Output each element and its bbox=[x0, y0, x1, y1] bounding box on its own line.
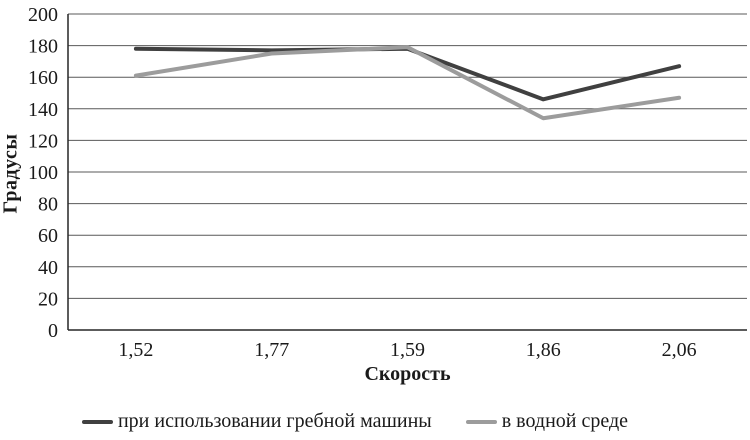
y-tick-label: 140 bbox=[28, 99, 58, 121]
y-axis-title: Градусы bbox=[0, 133, 22, 214]
y-tick-label: 180 bbox=[28, 36, 58, 58]
y-tick-label: 200 bbox=[28, 4, 58, 26]
legend-label: в водной среде bbox=[501, 410, 629, 432]
x-tick-label: 1,59 bbox=[390, 339, 425, 361]
x-axis-title: Скорость bbox=[364, 363, 451, 385]
legend: при использовании гребной машины в водно… bbox=[0, 410, 710, 433]
legend-swatch-line-icon bbox=[465, 419, 497, 424]
series-line-1 bbox=[133, 45, 682, 121]
x-tick-label: 1,52 bbox=[118, 339, 153, 361]
y-tick-label: 100 bbox=[28, 162, 58, 184]
y-tick-label: 40 bbox=[38, 257, 58, 279]
plot-area: 0 20 40 60 80 100 120 140 160 180 200 1,52 1,77 1,59 1… bbox=[28, 4, 747, 361]
y-tick-label: 60 bbox=[38, 225, 58, 247]
series-line-0 bbox=[133, 46, 682, 102]
y-tick-label: 120 bbox=[28, 130, 58, 152]
y-tick-label: 160 bbox=[28, 67, 58, 89]
x-tick-label: 1,86 bbox=[526, 339, 561, 361]
legend-label: при использовании гребной машины bbox=[117, 410, 432, 432]
y-tick-label: 80 bbox=[38, 194, 58, 216]
x-tick-label: 1,77 bbox=[254, 339, 289, 361]
y-tick-label: 20 bbox=[38, 288, 58, 310]
legend-item-series-1: в водной среде bbox=[465, 410, 629, 433]
legend-item-series-0: при использовании гребной машины bbox=[81, 410, 432, 433]
legend-swatch-line-icon bbox=[81, 419, 113, 424]
y-tick-label: 0 bbox=[48, 320, 58, 342]
x-tick-label: 2,06 bbox=[662, 339, 697, 361]
